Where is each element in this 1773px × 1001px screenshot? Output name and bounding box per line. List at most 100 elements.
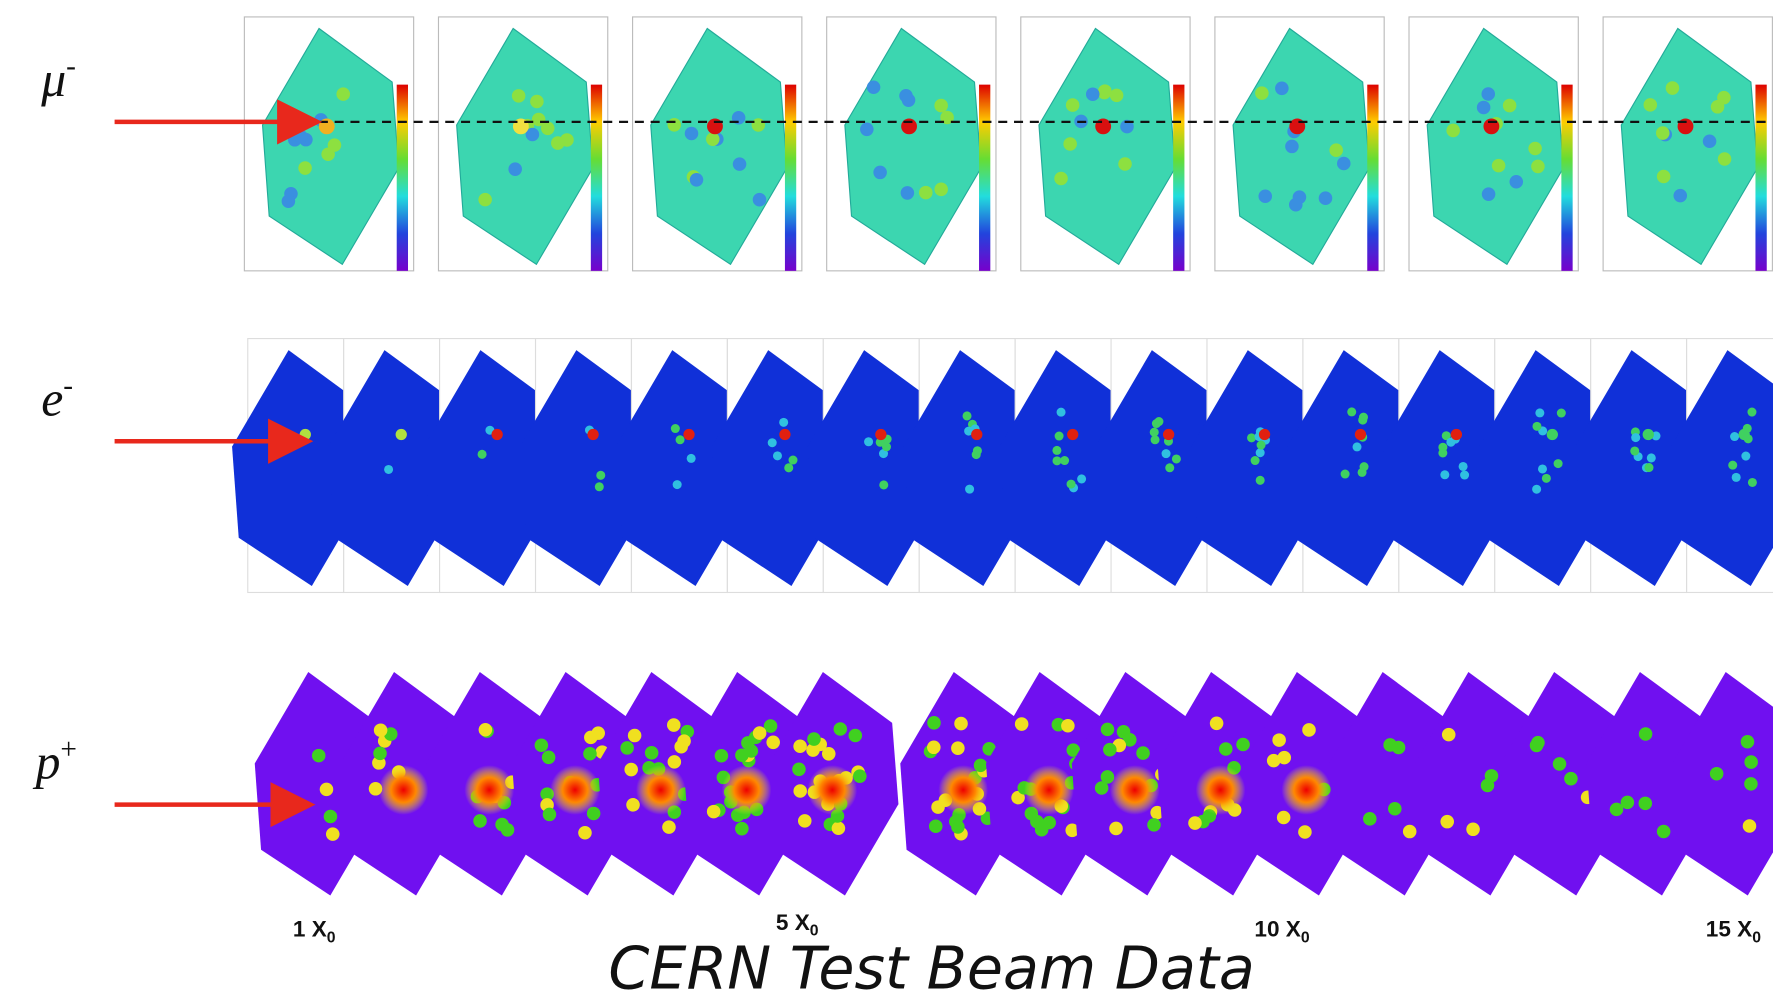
hit [1355,429,1366,440]
cell [668,755,682,769]
cell [934,99,948,113]
cell [832,821,846,835]
cell [671,424,680,433]
cell [864,437,873,446]
hit-core [1196,765,1246,815]
cell [902,93,916,107]
cell [1302,723,1316,737]
cell [1319,191,1333,205]
cell [1277,811,1291,825]
cell [1110,89,1124,103]
cell [1639,797,1653,811]
cell [879,480,888,489]
layer-label: 15 X0 [1706,917,1761,947]
cell [873,166,887,180]
cell [690,173,704,187]
cell [1610,803,1624,817]
cell [1052,446,1061,455]
cell [1718,152,1732,166]
cell [541,122,555,136]
cell [1535,408,1544,417]
cell [927,716,941,730]
cell [1532,485,1541,494]
cell [773,451,782,460]
layer: 1 X [293,917,327,942]
cell [1298,825,1312,839]
charge: - [63,370,73,402]
cell [1055,432,1064,441]
cell [1256,448,1265,457]
cell [1440,470,1449,479]
cell [1744,777,1758,791]
hit [1643,429,1654,440]
cell [1531,736,1545,750]
cell [715,749,729,763]
cell [1388,802,1402,816]
cell [1066,98,1080,112]
cell [1103,743,1117,757]
cell [951,741,965,755]
cell [919,186,933,200]
cell [543,808,557,822]
cell [1054,172,1068,186]
cell [1744,755,1758,769]
cell [1644,463,1653,472]
cell [320,783,334,797]
layer: 10 X [1254,917,1300,942]
cell [328,138,342,152]
cell [685,127,699,141]
cell [1162,449,1171,458]
cell [1063,137,1077,151]
cell [1710,767,1724,781]
cell [1359,413,1368,422]
cell [1086,87,1100,101]
cell [1061,719,1075,733]
cell [667,118,681,132]
cell [753,726,767,740]
cell [512,89,526,103]
cell [798,814,812,828]
cell [1481,87,1495,101]
cell [326,827,340,841]
color-bar [397,85,408,271]
cell [298,161,312,175]
cell [596,471,605,480]
color-bar [1561,85,1572,271]
hit [683,429,694,440]
cell [1251,456,1260,465]
hit [1739,429,1750,440]
cell [1531,160,1545,174]
subscript: 0 [327,929,336,946]
cell [1015,717,1029,731]
cell [973,446,982,455]
cell [551,136,565,150]
cell [1272,733,1286,747]
cell [901,186,915,200]
cell [1639,727,1653,741]
cell [645,746,659,760]
hit-core [722,765,772,815]
page: {"rows":[{"particle":"μ","charge":"-"},{… [0,0,1773,1001]
cell [1353,442,1362,451]
cell [1341,470,1350,479]
cell [508,162,522,176]
cell [1440,815,1454,829]
cell [1188,816,1202,830]
cell [1403,825,1417,839]
cell [882,442,891,451]
cell [1438,448,1447,457]
color-bar [1367,85,1378,271]
cell [1657,825,1671,839]
cell [1118,157,1132,171]
slide: μ- e- p+ 1 X0 5 X0 10 X0 15 X0 CERN Test… [0,0,1773,1001]
cell [1528,142,1542,156]
cell [667,718,681,732]
cell [624,763,638,777]
event-displays [232,17,1773,896]
color-bar [591,85,602,271]
cell [753,193,767,207]
charge: - [66,51,76,83]
caption: CERN Test Beam Data [608,935,1254,1001]
hit-core [1110,765,1160,815]
cell [1644,98,1658,112]
